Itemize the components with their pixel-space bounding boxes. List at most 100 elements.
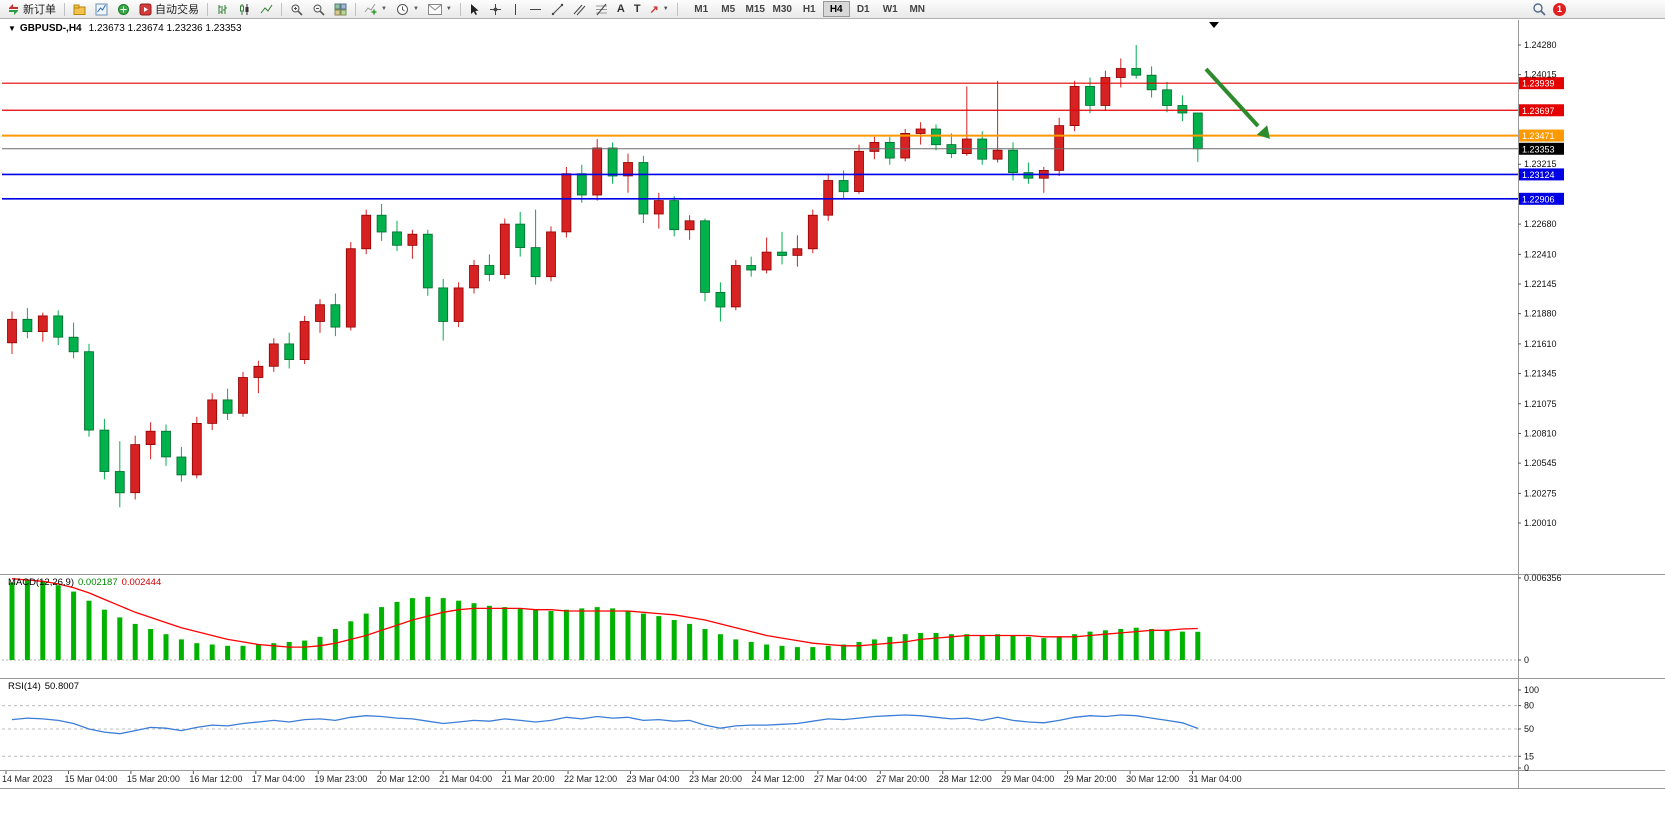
candles-group[interactable] (7, 45, 1203, 508)
autotrading-button[interactable]: 自动交易 (135, 1, 203, 18)
macd-bar (856, 641, 862, 660)
time-axis[interactable]: 14 Mar 2023 15 Mar 04:00 15 Mar 20:00 16 Ma… (2, 771, 1242, 784)
svg-text:30 Mar 12:00: 30 Mar 12:00 (1126, 774, 1179, 784)
dropdown-caret-icon: ▼ (412, 6, 419, 12)
macd-bar (656, 616, 662, 660)
svg-text:1.23353: 1.23353 (1522, 144, 1555, 154)
line-chart-button[interactable] (256, 1, 277, 18)
candle-body (299, 321, 310, 360)
vertical-line-icon (511, 3, 520, 16)
svg-text:14 Mar 2023: 14 Mar 2023 (2, 774, 53, 784)
trendline-tool-button[interactable] (547, 1, 568, 18)
horizontal-line-tool-button[interactable] (525, 1, 546, 18)
candle-body (99, 429, 110, 472)
search-icon[interactable] (1532, 2, 1546, 16)
candle-body (700, 220, 710, 293)
price-line-resistance-1.23939[interactable]: 1.23939 (2, 77, 1564, 90)
new-order-button[interactable]: 新订单 (3, 1, 60, 18)
vertical-line-tool-button[interactable] (507, 1, 524, 18)
timeframe-m1-button[interactable]: M1 (688, 1, 715, 17)
price-axis[interactable]: 1.24280 1.24015 1.23215 1.22680 1.22410 1.221… (1518, 40, 1557, 528)
svg-text:50: 50 (1524, 724, 1534, 734)
svg-text:1.23124: 1.23124 (1522, 170, 1555, 180)
svg-text:1.22410: 1.22410 (1524, 249, 1557, 259)
timeframe-m30-button[interactable]: M30 (769, 1, 796, 17)
bar-chart-button[interactable] (212, 1, 233, 18)
svg-text:19 Mar 23:00: 19 Mar 23:00 (314, 774, 367, 784)
timeframe-m15-button[interactable]: M15 (742, 1, 769, 17)
chart-shift-marker-icon[interactable] (1209, 22, 1219, 28)
rsi-label: RSI(14) 50.8007 (8, 681, 79, 692)
candle-body (1177, 105, 1188, 114)
arrows-tool-button[interactable]: ↗ ▼ (646, 1, 673, 18)
macd-bar (733, 639, 739, 660)
new-order-icon (7, 3, 20, 16)
candle-body (330, 304, 341, 328)
periods-button[interactable]: ▼ (392, 1, 423, 18)
macd-bar (317, 636, 323, 660)
macd-bar (687, 623, 693, 660)
svg-text:23 Mar 20:00: 23 Mar 20:00 (689, 774, 742, 784)
candle-body (546, 231, 556, 278)
candle-body (730, 265, 741, 308)
trend-arrow-annotation[interactable] (1204, 67, 1270, 139)
macd-bar (363, 613, 369, 660)
macd-bar (1087, 631, 1093, 660)
macd-bar (640, 613, 646, 660)
candle-body (22, 318, 33, 332)
indicators-button[interactable]: ▼ (360, 1, 391, 18)
separator (355, 2, 356, 16)
timeframe-d1-button[interactable]: D1 (850, 1, 877, 17)
candle-body (900, 132, 911, 159)
profiles-button[interactable] (69, 1, 90, 18)
text-tool-button[interactable]: A (613, 1, 629, 18)
zoom-in-button[interactable] (286, 1, 307, 18)
price-line-pivot-1.23471[interactable]: 1.23471 (2, 129, 1564, 142)
tile-windows-button[interactable] (330, 1, 351, 18)
timeframe-mn-button[interactable]: MN (904, 1, 931, 17)
fibonacci-tool-button[interactable] (591, 1, 612, 18)
separator (281, 2, 282, 16)
blue-chart-icon (95, 3, 108, 16)
candle-body (1100, 77, 1111, 106)
svg-text:21 Mar 04:00: 21 Mar 04:00 (439, 774, 492, 784)
dropdown-caret-icon: ▼ (445, 6, 452, 12)
candle-body (114, 471, 125, 494)
macd-bar (117, 617, 123, 660)
candle-body (684, 220, 695, 231)
rsi-pane[interactable]: 100 80 50 15 0 (2, 685, 1539, 773)
timeframe-h1-button[interactable]: H1 (796, 1, 823, 17)
candle-body (345, 248, 356, 328)
macd-pane[interactable]: 0.006356 0 (2, 573, 1562, 665)
autotrading-label: 自动交易 (155, 4, 199, 16)
cursor-tool-button[interactable] (465, 1, 484, 18)
templates-button[interactable]: ▼ (424, 1, 456, 18)
candle-body (7, 318, 17, 344)
channel-tool-button[interactable] (569, 1, 590, 18)
timeframe-h4-button[interactable]: H4 (822, 1, 850, 17)
timeframe-w1-button[interactable]: W1 (877, 1, 904, 17)
candle-body (53, 315, 64, 338)
price-line-resistance-1.23697[interactable]: 1.23697 (2, 104, 1564, 117)
candle-body (515, 223, 526, 249)
timeframe-m5-button[interactable]: M5 (715, 1, 742, 17)
svg-text:15 Mar 20:00: 15 Mar 20:00 (127, 774, 180, 784)
zoom-out-button[interactable] (308, 1, 329, 18)
one-click-collapse-icon[interactable]: ▼ (8, 24, 16, 33)
label-tool-button[interactable]: T (630, 1, 645, 18)
price-line-support-1.23124[interactable]: 1.23124 (2, 168, 1564, 181)
price-line-support-1.22906[interactable]: 1.22906 (2, 192, 1564, 205)
navigator-button[interactable] (113, 1, 134, 18)
trendline-icon (551, 3, 564, 16)
crosshair-tool-button[interactable] (485, 1, 506, 18)
macd-bar (486, 605, 492, 660)
candlestick-chart-button[interactable] (234, 1, 255, 18)
crosshair-icon (489, 3, 502, 16)
macd-bar (409, 598, 415, 660)
candle-body (669, 200, 680, 231)
candle-body (1192, 112, 1203, 150)
notification-badge[interactable]: 1 (1553, 2, 1566, 16)
chart-frame (0, 20, 1665, 789)
chart-window-button[interactable] (91, 1, 112, 18)
